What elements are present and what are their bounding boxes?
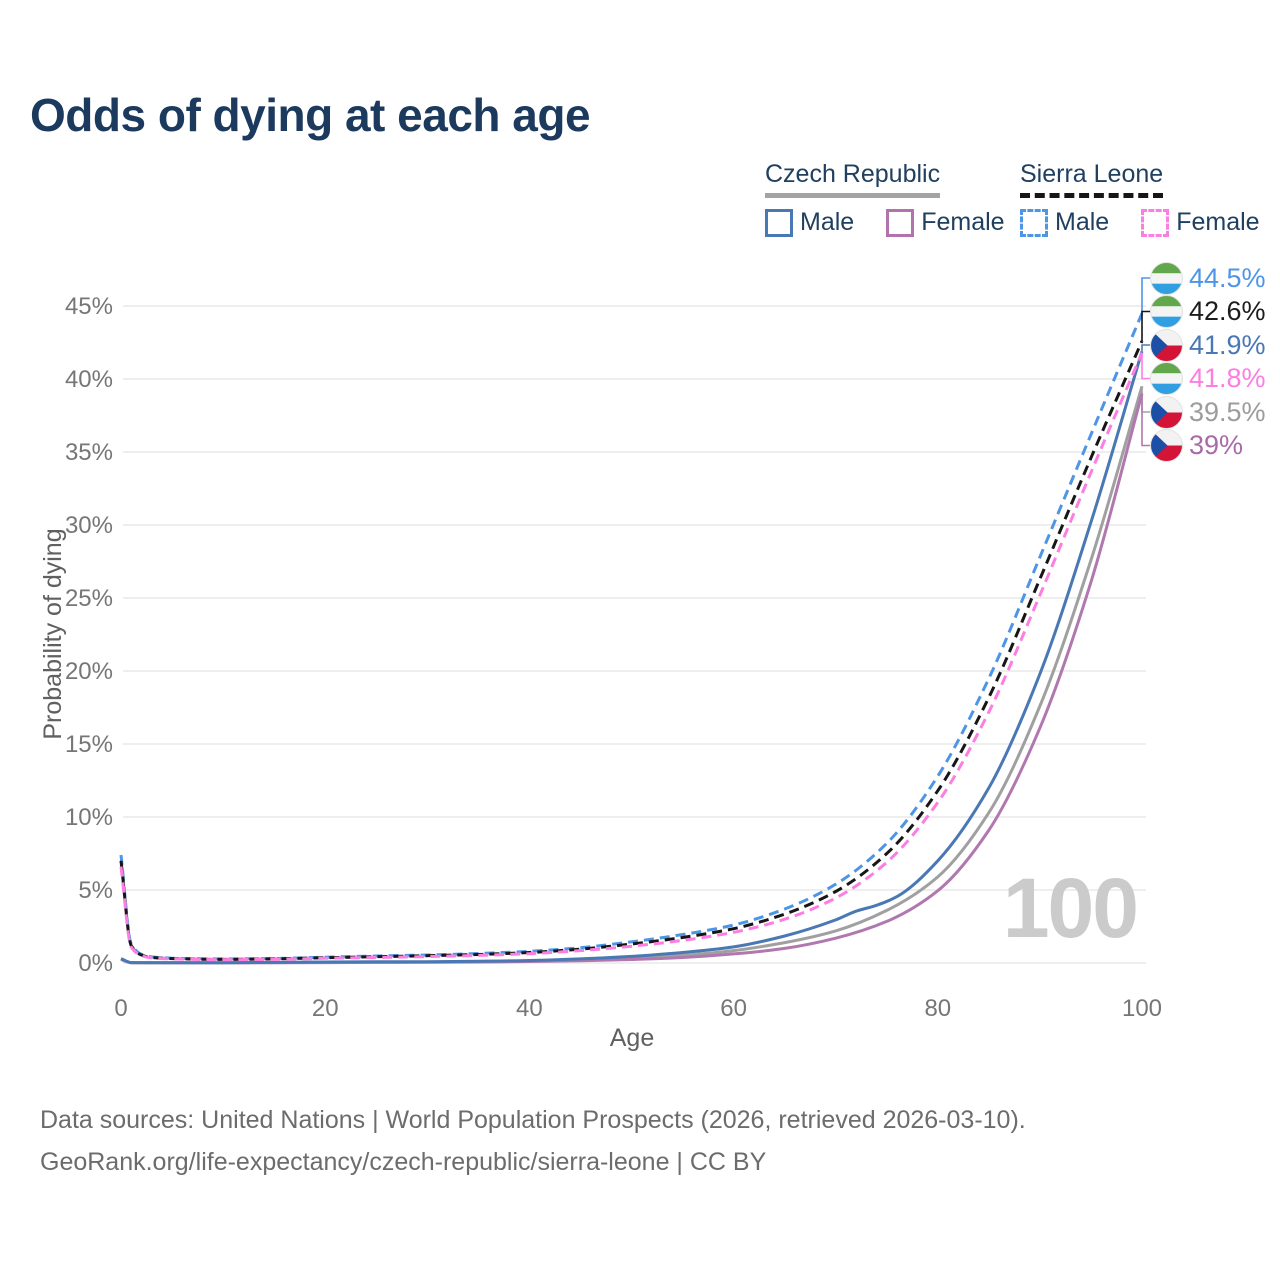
flag-czech-republic-icon bbox=[1150, 429, 1183, 462]
y-tick-label: 45% bbox=[65, 293, 113, 320]
series-line-sl_male[interactable] bbox=[119, 312, 1144, 961]
czech-male-swatch-icon bbox=[765, 208, 793, 237]
end-label-connector bbox=[1141, 277, 1152, 314]
end-label-value: 41.8% bbox=[1189, 363, 1266, 393]
end-label-value: 39.5% bbox=[1189, 396, 1266, 427]
flag-sierra-leone-icon bbox=[1150, 295, 1183, 328]
legend-group-sierra-leone: Sierra Leone Male Female bbox=[1020, 160, 1260, 237]
end-label-cz_female: 39% bbox=[1150, 429, 1243, 463]
end-label-cz_male: 41.9% bbox=[1150, 328, 1266, 362]
end-label-value: 42.6% bbox=[1189, 296, 1266, 326]
legend-group-czech-republic: Czech Republic Male Female bbox=[765, 160, 1005, 237]
flag-sierra-leone-icon bbox=[1150, 261, 1183, 295]
end-label-value: 39% bbox=[1189, 430, 1244, 460]
flag-czech-republic-icon bbox=[1150, 395, 1183, 429]
end-label-value: 44.5% bbox=[1189, 262, 1266, 293]
series-line-sl_total[interactable] bbox=[119, 340, 1144, 961]
y-tick-label: 10% bbox=[65, 804, 113, 831]
end-label-value: 41.9% bbox=[1189, 329, 1266, 360]
y-tick-label: 20% bbox=[65, 658, 113, 685]
end-label-connector bbox=[1141, 310, 1152, 341]
x-axis-title: Age bbox=[609, 1024, 655, 1052]
legend-item-label: Female bbox=[1176, 208, 1260, 236]
legend-item-sierra-female[interactable]: Female bbox=[1141, 208, 1260, 237]
sierra-female-swatch-icon bbox=[1141, 208, 1170, 237]
footer-url: GeoRank.org/life-expectancy/czech-republ… bbox=[40, 1148, 767, 1176]
x-tick-label: 80 bbox=[924, 995, 951, 1022]
legend-country-sierra-leone[interactable]: Sierra Leone bbox=[1020, 160, 1164, 198]
y-axis-title: Probability of dying bbox=[39, 528, 67, 740]
y-tick-label: 35% bbox=[65, 439, 113, 466]
legend-item-label: Female bbox=[921, 208, 1005, 236]
flag-sierra-leone-icon bbox=[1150, 362, 1183, 395]
x-tick-label: 20 bbox=[312, 995, 339, 1022]
end-label-connector bbox=[1141, 352, 1152, 380]
legend-country-czech-republic[interactable]: Czech Republic bbox=[765, 160, 941, 198]
series-line-sl_female[interactable] bbox=[119, 352, 1144, 962]
age-watermark: 100 bbox=[1002, 861, 1139, 955]
end-label-sl_female: 41.8% bbox=[1150, 362, 1266, 396]
x-tick-label: 100 bbox=[1122, 995, 1162, 1022]
legend-item-label: Male bbox=[800, 208, 855, 236]
end-label-cz_total: 39.5% bbox=[1150, 395, 1266, 429]
x-tick-label: 40 bbox=[516, 995, 543, 1022]
y-tick-label: 30% bbox=[65, 512, 113, 539]
page-title: Odds of dying at each age bbox=[30, 89, 591, 141]
flag-czech-republic-icon bbox=[1150, 328, 1183, 362]
end-label-connector bbox=[1141, 344, 1152, 352]
y-tick-label: 5% bbox=[78, 877, 113, 904]
sierra-male-swatch-icon bbox=[1020, 208, 1048, 237]
x-tick-label: 60 bbox=[720, 995, 747, 1022]
legend-item-label: Male bbox=[1055, 208, 1110, 236]
czech-female-swatch-icon bbox=[886, 208, 915, 237]
y-tick-label: 25% bbox=[65, 585, 113, 612]
legend-item-sierra-male[interactable]: Male bbox=[1020, 208, 1109, 237]
y-tick-label: 15% bbox=[65, 731, 113, 758]
end-label-sl_male: 44.5% bbox=[1150, 261, 1266, 295]
y-tick-label: 0% bbox=[78, 950, 113, 977]
y-tick-label: 40% bbox=[65, 366, 113, 393]
x-tick-label: 0 bbox=[114, 995, 127, 1022]
legend-item-czech-female[interactable]: Female bbox=[886, 208, 1005, 237]
legend-item-czech-male[interactable]: Male bbox=[765, 208, 854, 237]
end-label-sl_total: 42.6% bbox=[1150, 295, 1266, 329]
series-line-cz_male[interactable] bbox=[120, 350, 1144, 965]
end-label-connector bbox=[1141, 393, 1152, 447]
footer-sources: Data sources: United Nations | World Pop… bbox=[40, 1106, 1026, 1134]
